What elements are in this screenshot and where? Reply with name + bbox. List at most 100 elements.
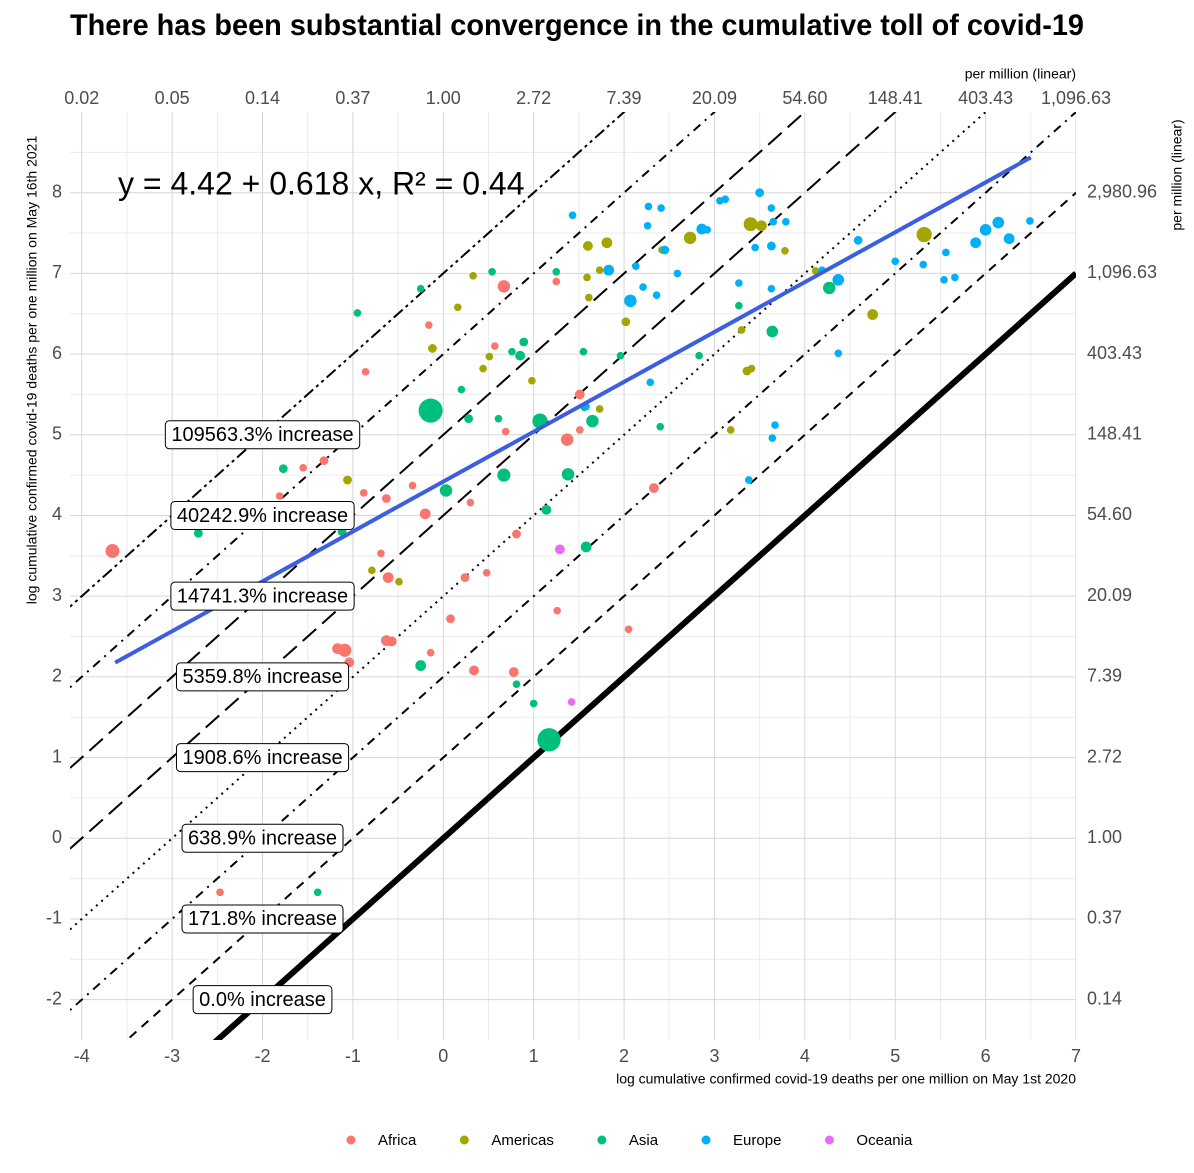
reference-label: 5359.8% increase [182,666,342,688]
y2-tick-label: 54.60 [1087,504,1132,524]
point [368,566,376,575]
label-box [192,985,333,1015]
point [992,216,1005,229]
x2-tick-label: 54.60 [782,88,827,108]
point [519,337,529,347]
x-tick-label: -4 [74,1046,90,1066]
point [767,284,776,293]
point [767,204,776,212]
point [415,660,427,671]
point [683,231,697,245]
point [568,211,577,220]
x2-tick-label: 1.00 [426,88,461,108]
point [482,568,491,577]
plot-area [70,112,1076,1040]
point [919,260,928,269]
point [469,665,479,676]
point [648,483,659,493]
point [834,349,843,358]
point [426,648,435,657]
point [554,544,565,555]
point [469,272,477,280]
y-tick-label: -2 [46,988,62,1008]
point [951,273,959,282]
reference-line [70,112,988,931]
label-box [181,904,344,934]
point [942,248,950,257]
point [491,342,499,350]
reference-line [70,112,1076,1011]
point [453,303,462,312]
point [361,368,370,376]
point [735,279,743,287]
point [747,364,756,373]
point [560,433,574,446]
legend-label: Europe [733,1132,781,1149]
x2-axis-title: per million (linear) [965,66,1076,82]
fit-line [114,155,1032,665]
chart-title: There has been substantial convergence i… [70,9,1084,42]
y2-tick-label: 1.00 [1087,827,1122,847]
y-tick-label: 0 [52,827,62,847]
label-box [181,823,344,853]
point [735,301,743,310]
point [105,544,120,558]
point [832,274,845,286]
y-tick-label: 6 [52,343,62,363]
point [823,281,836,295]
x2-tick-label: 2.72 [516,88,551,108]
point [567,698,576,706]
y2-tick-label: 148.41 [1087,424,1142,444]
x-tick-label: -1 [345,1046,361,1066]
legend-marker [597,1135,607,1145]
y2-tick-label: 2,980.96 [1087,181,1157,201]
label-box [175,743,350,773]
point [595,266,604,274]
x2-tick-label: 148.41 [868,88,923,108]
x2-tick-label: 0.02 [64,88,99,108]
point [575,426,584,434]
reference-line [70,112,897,850]
point [552,267,561,276]
y2-tick-label: 1,096.63 [1087,262,1157,282]
x-tick-label: 1 [529,1046,539,1066]
point [979,223,992,236]
point [646,378,655,387]
point [891,257,900,266]
y-tick-label: 3 [52,585,62,605]
point [768,434,777,442]
point [425,321,433,329]
y-tick-label: 8 [52,181,62,201]
legend-label: Oceania [856,1132,913,1149]
point [970,237,982,249]
point [381,494,391,503]
point [916,227,932,243]
point [639,283,647,291]
label-box [164,420,361,450]
point [766,325,779,338]
x-tick-label: 3 [709,1046,719,1066]
x2-tick-label: 0.05 [155,88,190,108]
point [695,351,703,360]
point [652,291,661,299]
x-tick-label: -3 [164,1046,180,1066]
point [743,217,758,232]
point [616,351,625,360]
x-tick-label: 4 [800,1046,810,1066]
point [382,572,394,584]
point [528,376,536,385]
point [485,352,494,361]
x-tick-label: 6 [981,1046,991,1066]
x2-tick-label: 0.14 [245,88,280,108]
point [497,468,511,482]
point [656,422,665,431]
y-tick-label: 7 [52,262,62,282]
point [508,347,516,356]
y2-tick-label: 7.39 [1087,666,1122,686]
point [446,614,455,624]
point [313,888,322,897]
point [574,389,585,400]
point [439,484,453,497]
point [867,309,879,320]
point [466,498,475,507]
